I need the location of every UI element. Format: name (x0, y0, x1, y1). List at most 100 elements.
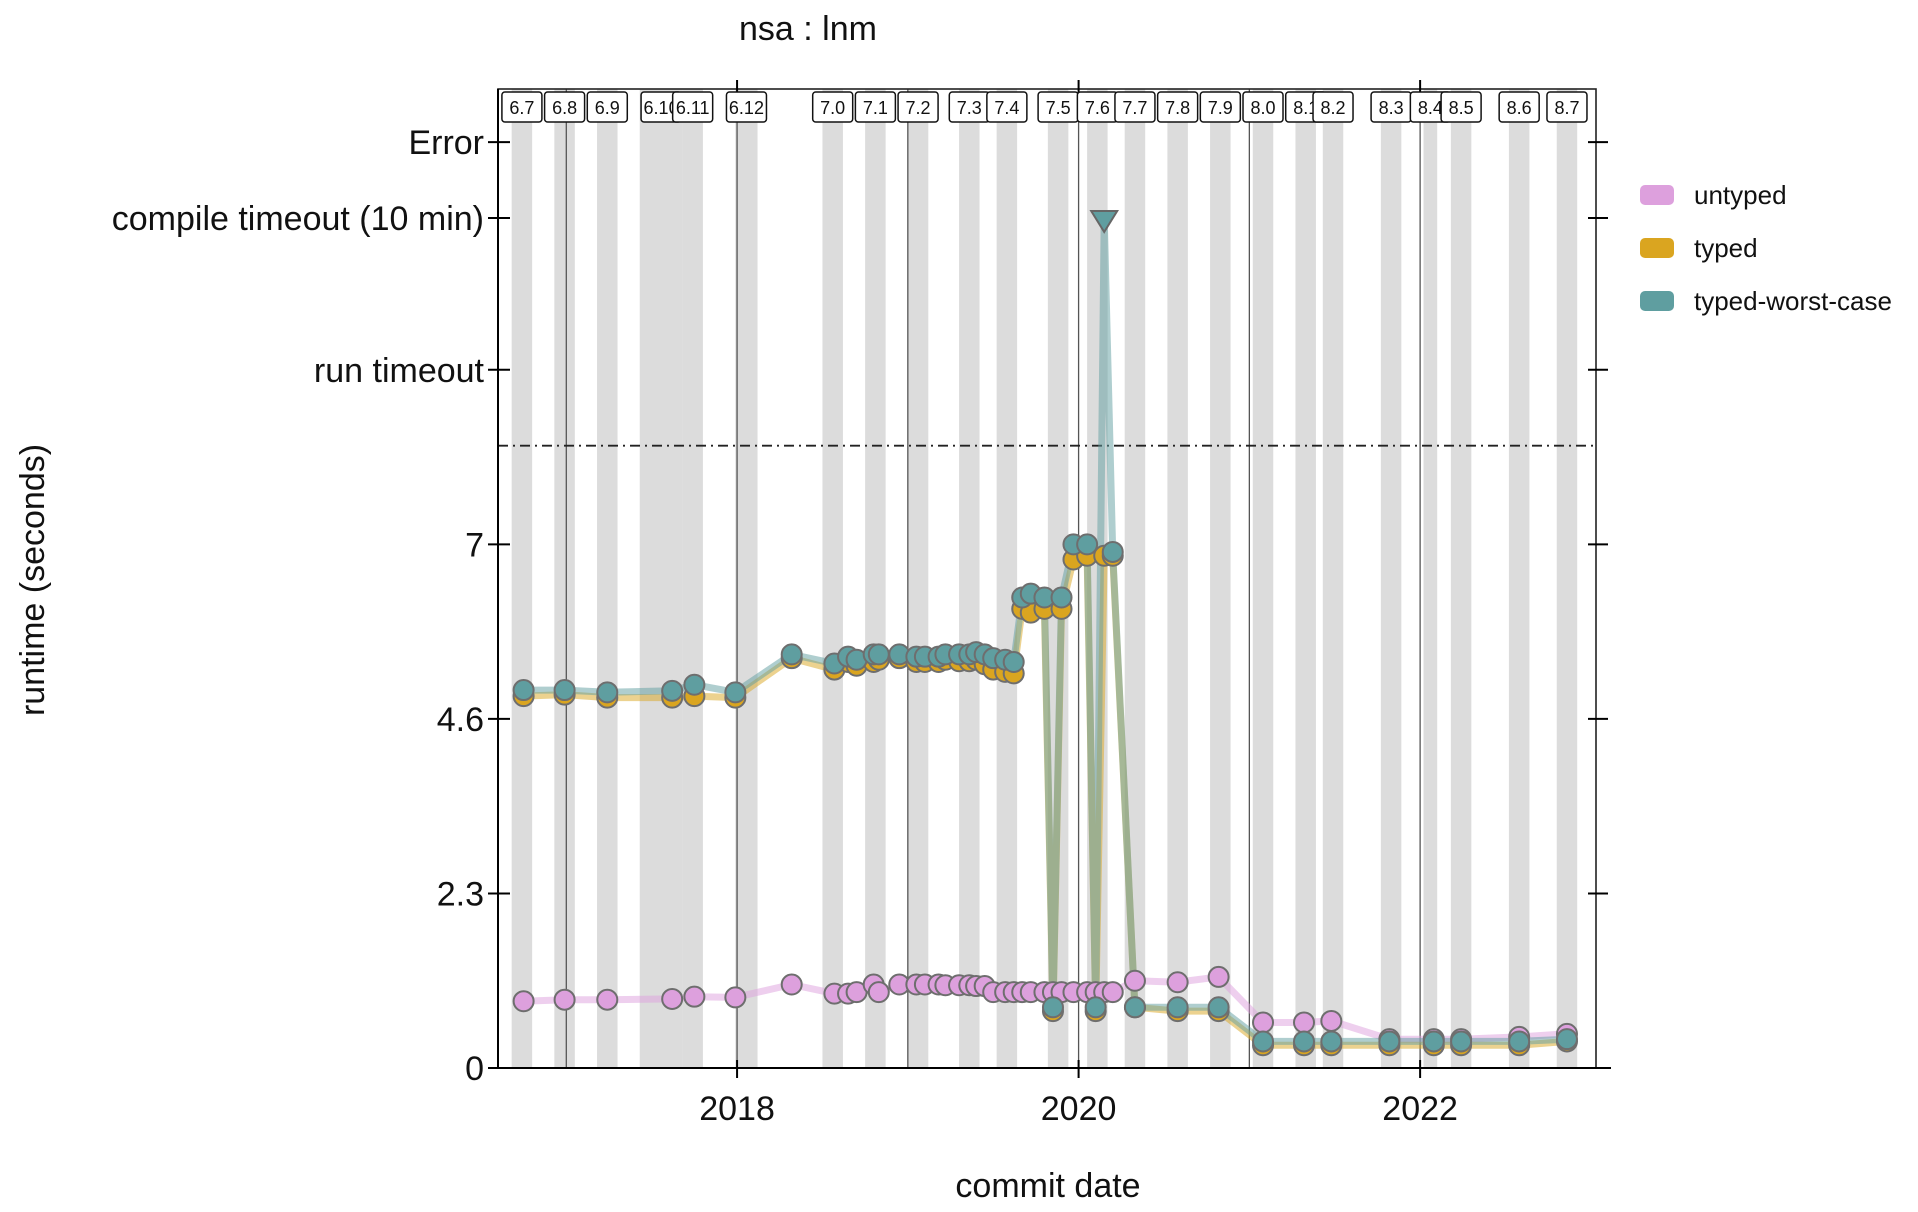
data-point-typed-worst-case (1292, 1030, 1315, 1053)
x-tick-label: 2022 (1382, 1090, 1458, 1128)
release-label-box (1242, 91, 1284, 123)
data-point-typed-worst-case (1101, 540, 1124, 563)
release-band (735, 89, 758, 1068)
data-point-untyped (683, 985, 706, 1008)
release-label-box (986, 91, 1028, 123)
data-point-untyped (661, 987, 684, 1010)
data-point-untyped (553, 988, 576, 1011)
release-label-box (897, 91, 939, 123)
release-label-box (586, 91, 629, 123)
release-band (1167, 89, 1188, 1068)
release-label: 6.7 (509, 98, 534, 118)
timeout-marker (1089, 210, 1120, 234)
release-label-box (1199, 91, 1242, 123)
release-label-box (1156, 91, 1199, 123)
release-label: 7.4 (994, 98, 1019, 118)
x-tick-label: 2020 (1041, 1090, 1117, 1128)
release-band (865, 89, 886, 1068)
data-point-typed-worst-case (596, 681, 619, 704)
release-band (1556, 89, 1578, 1068)
release-label-box (1312, 91, 1354, 123)
release-band (511, 89, 533, 1068)
legend: untyped typed typed-worst-case (1640, 180, 1892, 316)
release-band (1450, 89, 1472, 1068)
release-label: 6.10 (644, 98, 679, 118)
y-tick-label: run timeout (314, 352, 485, 390)
release-labels: 6.7 6.8 6.9 6.106.11 6.12 7.0 7.1 7.2 7.3 7.4 7.5 7… (501, 91, 1588, 123)
data-point-untyped (1123, 969, 1146, 992)
release-band (1423, 89, 1438, 1068)
release-label: 8.6 (1507, 98, 1532, 118)
year-gridlines (498, 89, 1596, 1068)
data-point-untyped (780, 973, 803, 996)
release-label: 8.4 (1418, 98, 1443, 118)
x-axis-label: commit date (955, 1167, 1140, 1205)
release-label: 6.11 (676, 98, 710, 118)
data-point-typed-worst-case (1450, 1030, 1473, 1053)
release-label: 7.6 (1085, 98, 1110, 118)
data-point-typed-worst-case (512, 679, 535, 702)
data-point-typed-worst-case (867, 643, 890, 666)
legend-swatch (1640, 185, 1674, 205)
release-label: 7.7 (1122, 98, 1147, 118)
release-label: 7.8 (1165, 98, 1190, 118)
release-band (1047, 89, 1069, 1068)
data-point-untyped (724, 986, 747, 1009)
legend-swatch (1640, 238, 1674, 258)
release-band (1252, 89, 1274, 1068)
release-band (1508, 89, 1530, 1068)
release-label-box (1498, 91, 1540, 123)
release-label: 8.5 (1449, 98, 1474, 118)
release-label: 7.2 (906, 98, 931, 118)
data-point-typed-worst-case (1252, 1030, 1275, 1053)
release-band (1295, 89, 1316, 1068)
release-band (996, 89, 1018, 1068)
data-point-typed-worst-case (1555, 1028, 1578, 1051)
data-point-untyped (596, 988, 619, 1011)
data-point-untyped (1252, 1011, 1275, 1034)
y-tick-label: 0 (465, 1050, 484, 1088)
data-point-untyped (1292, 1011, 1315, 1034)
data-points (512, 210, 1578, 1057)
release-label: 8.2 (1321, 98, 1346, 118)
release-label: 6.12 (729, 98, 764, 118)
data-point-typed-worst-case (1422, 1030, 1445, 1053)
release-label: 7.9 (1208, 98, 1233, 118)
data-point-untyped (1320, 1009, 1343, 1032)
release-band (1322, 89, 1344, 1068)
release-band (597, 89, 618, 1068)
data-point-untyped (867, 981, 890, 1004)
y-tick-label: Error (408, 124, 484, 162)
release-band (1380, 89, 1402, 1068)
y-axis-label: runtime (seconds) (14, 444, 52, 716)
y-tick-label: compile timeout (10 min) (112, 200, 484, 238)
data-point-untyped (512, 990, 535, 1013)
release-label-box (501, 91, 543, 123)
release-band (1124, 89, 1146, 1068)
data-point-untyped (1207, 965, 1230, 988)
release-label: 7.3 (957, 98, 982, 118)
release-label: 8.1 (1293, 98, 1318, 118)
release-label: 7.1 (863, 98, 888, 118)
release-band (959, 89, 980, 1068)
data-point-typed-worst-case (1050, 586, 1073, 609)
data-point-untyped (1101, 981, 1124, 1004)
data-point-typed-worst-case (1207, 996, 1230, 1019)
release-label-box (543, 91, 586, 123)
release-band (907, 89, 929, 1068)
data-point-typed-worst-case (1508, 1030, 1531, 1053)
data-point-typed-worst-case (1378, 1030, 1401, 1053)
data-point-typed-worst-case (1084, 996, 1107, 1019)
data-point-typed-worst-case (1002, 650, 1025, 673)
x-tick-label: 2018 (699, 1090, 775, 1128)
release-band (1210, 89, 1231, 1068)
axes: 0 2.3 4.6 7 run timeout compile timeout (10 m… (112, 80, 1611, 1128)
release-label: 6.8 (552, 98, 577, 118)
release-label-box (1114, 91, 1156, 123)
release-label-box (811, 91, 854, 123)
release-band (639, 89, 683, 1068)
release-label-box (671, 91, 714, 123)
release-band (682, 89, 703, 1068)
